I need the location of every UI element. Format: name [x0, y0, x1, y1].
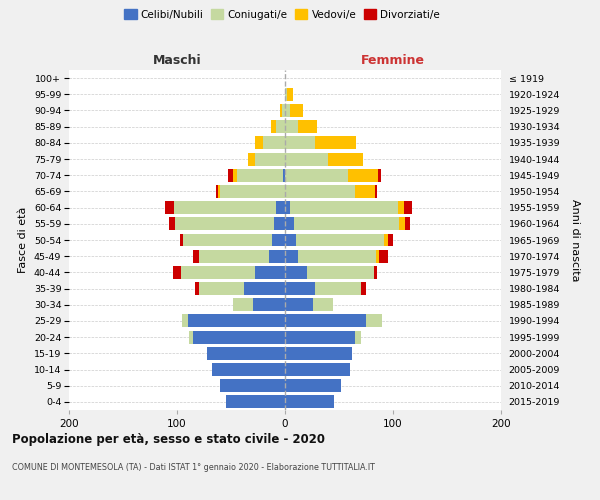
Bar	[285, 282, 315, 295]
Bar	[388, 234, 393, 246]
Bar	[173, 266, 181, 279]
Bar	[285, 88, 287, 101]
Bar	[285, 136, 315, 149]
Bar	[285, 266, 307, 279]
Bar	[182, 314, 188, 328]
Bar	[285, 314, 366, 328]
Bar	[169, 218, 175, 230]
Bar	[199, 250, 269, 262]
Bar	[285, 201, 290, 214]
Bar	[255, 266, 285, 279]
Y-axis label: Fasce di età: Fasce di età	[18, 207, 28, 273]
Bar	[366, 314, 382, 328]
Bar	[193, 250, 199, 262]
Bar	[189, 330, 193, 344]
Bar	[315, 136, 356, 149]
Bar	[285, 234, 296, 246]
Bar	[226, 396, 285, 408]
Bar	[271, 120, 277, 133]
Bar	[285, 250, 298, 262]
Bar	[181, 266, 255, 279]
Bar	[361, 282, 366, 295]
Bar	[207, 347, 285, 360]
Bar	[255, 136, 263, 149]
Y-axis label: Anni di nascita: Anni di nascita	[570, 198, 580, 281]
Bar	[193, 330, 285, 344]
Bar	[400, 218, 405, 230]
Bar	[285, 298, 313, 311]
Bar	[285, 169, 347, 181]
Bar	[220, 379, 285, 392]
Bar	[255, 152, 285, 166]
Bar	[298, 120, 317, 133]
Bar	[272, 234, 285, 246]
Bar	[285, 363, 350, 376]
Bar	[228, 169, 233, 181]
Bar	[298, 250, 376, 262]
Bar	[212, 363, 285, 376]
Bar	[180, 234, 184, 246]
Bar	[285, 104, 290, 117]
Bar	[293, 218, 400, 230]
Bar	[277, 120, 285, 133]
Bar	[347, 169, 378, 181]
Bar	[307, 266, 374, 279]
Bar	[405, 218, 410, 230]
Bar	[238, 169, 283, 181]
Bar	[196, 282, 199, 295]
Bar	[376, 250, 379, 262]
Bar	[355, 185, 374, 198]
Bar	[398, 201, 404, 214]
Bar	[233, 298, 253, 311]
Text: Maschi: Maschi	[152, 54, 202, 67]
Bar	[285, 396, 334, 408]
Bar	[218, 185, 220, 198]
Bar	[283, 169, 285, 181]
Legend: Celibi/Nubili, Coniugati/e, Vedovi/e, Divorziati/e: Celibi/Nubili, Coniugati/e, Vedovi/e, Di…	[120, 5, 444, 24]
Bar	[165, 201, 174, 214]
Bar	[285, 379, 341, 392]
Bar	[379, 250, 388, 262]
Bar	[378, 169, 381, 181]
Bar	[216, 185, 218, 198]
Bar	[355, 330, 361, 344]
Bar	[285, 330, 355, 344]
Bar	[285, 152, 328, 166]
Bar	[248, 152, 255, 166]
Bar	[285, 120, 298, 133]
Bar	[220, 185, 285, 198]
Bar	[253, 298, 285, 311]
Bar	[374, 266, 377, 279]
Bar	[263, 136, 285, 149]
Bar	[277, 201, 285, 214]
Bar	[274, 218, 285, 230]
Bar	[290, 104, 304, 117]
Bar	[285, 347, 352, 360]
Bar	[296, 234, 385, 246]
Bar	[269, 250, 285, 262]
Bar	[233, 169, 238, 181]
Bar	[285, 218, 293, 230]
Bar	[374, 185, 377, 198]
Bar	[385, 234, 388, 246]
Bar	[282, 104, 285, 117]
Bar	[175, 218, 274, 230]
Bar	[188, 314, 285, 328]
Text: COMUNE DI MONTEMESOLA (TA) - Dati ISTAT 1° gennaio 2020 - Elaborazione TUTTITALI: COMUNE DI MONTEMESOLA (TA) - Dati ISTAT …	[12, 462, 375, 471]
Bar	[313, 298, 332, 311]
Bar	[287, 88, 293, 101]
Bar	[404, 201, 412, 214]
Bar	[328, 152, 363, 166]
Bar	[199, 282, 244, 295]
Bar	[174, 201, 277, 214]
Bar	[280, 104, 282, 117]
Text: Popolazione per età, sesso e stato civile - 2020: Popolazione per età, sesso e stato civil…	[12, 432, 325, 446]
Bar	[290, 201, 398, 214]
Bar	[315, 282, 361, 295]
Bar	[184, 234, 272, 246]
Bar	[244, 282, 285, 295]
Bar	[285, 185, 355, 198]
Text: Femmine: Femmine	[361, 54, 425, 67]
